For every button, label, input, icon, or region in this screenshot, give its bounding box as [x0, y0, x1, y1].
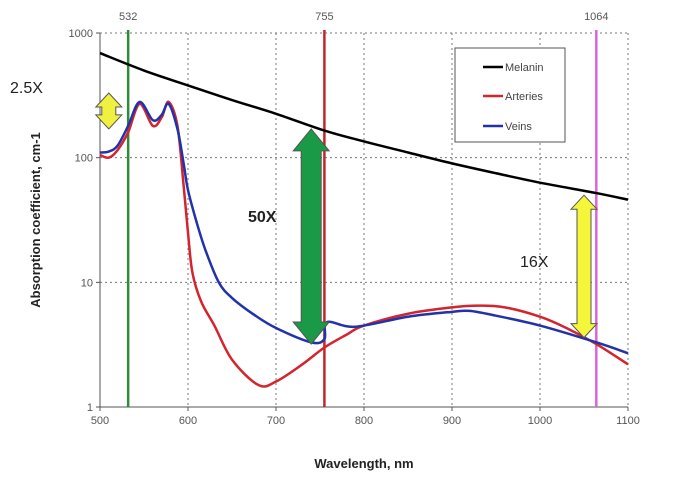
x-tick-label: 800 — [355, 415, 373, 427]
y-axis-label: Absorption coefficient, cm-1 — [28, 132, 43, 308]
series-line-melanin — [99, 51, 629, 201]
series-lines — [99, 51, 629, 388]
annotation-label-2.5x: 2.5X — [10, 80, 43, 97]
y-tick-label: 100 — [75, 153, 93, 165]
legend-label-arteries: Arteries — [505, 91, 543, 103]
x-tick-label: 600 — [179, 415, 197, 427]
legend-label-melanin: Melanin — [505, 62, 544, 74]
x-tick-label: 500 — [91, 415, 109, 427]
laser-label-532: 532 — [119, 11, 137, 23]
series-line-veins — [99, 100, 629, 355]
annotation-arrows: 2.5X 50X 16X — [10, 80, 599, 345]
legend: Melanin Arteries Veins — [454, 47, 566, 143]
x-tick-label: 1100 — [616, 415, 640, 427]
y-tick-label: 1 — [87, 402, 93, 414]
y-tick-label: 1000 — [69, 28, 93, 40]
series-line-arteries — [99, 100, 629, 388]
laser-label-1064: 1064 — [584, 11, 608, 23]
annotation-label-50x: 50X — [248, 209, 277, 226]
y-tick-label: 10 — [81, 277, 93, 289]
double-arrow-2.5x — [94, 92, 123, 130]
x-tick-label: 1000 — [528, 415, 552, 427]
x-tick-label: 900 — [443, 415, 461, 427]
double-arrow-16x — [569, 194, 599, 339]
tick-labels: 500 600 700 800 900 1000 1100 1 10 100 1000 — [69, 28, 640, 427]
legend-label-veins: Veins — [505, 121, 532, 133]
x-axis-label: Wavelength, nm — [314, 456, 413, 471]
double-arrow-50x — [292, 128, 331, 345]
x-tick-label: 700 — [267, 415, 285, 427]
laser-label-755: 755 — [315, 11, 333, 23]
annotation-label-16x: 16X — [520, 254, 549, 271]
